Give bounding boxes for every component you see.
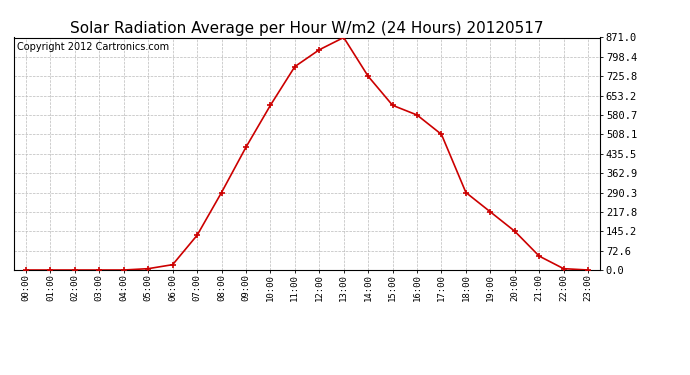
Title: Solar Radiation Average per Hour W/m2 (24 Hours) 20120517: Solar Radiation Average per Hour W/m2 (2… [70, 21, 544, 36]
Text: Copyright 2012 Cartronics.com: Copyright 2012 Cartronics.com [17, 42, 169, 52]
